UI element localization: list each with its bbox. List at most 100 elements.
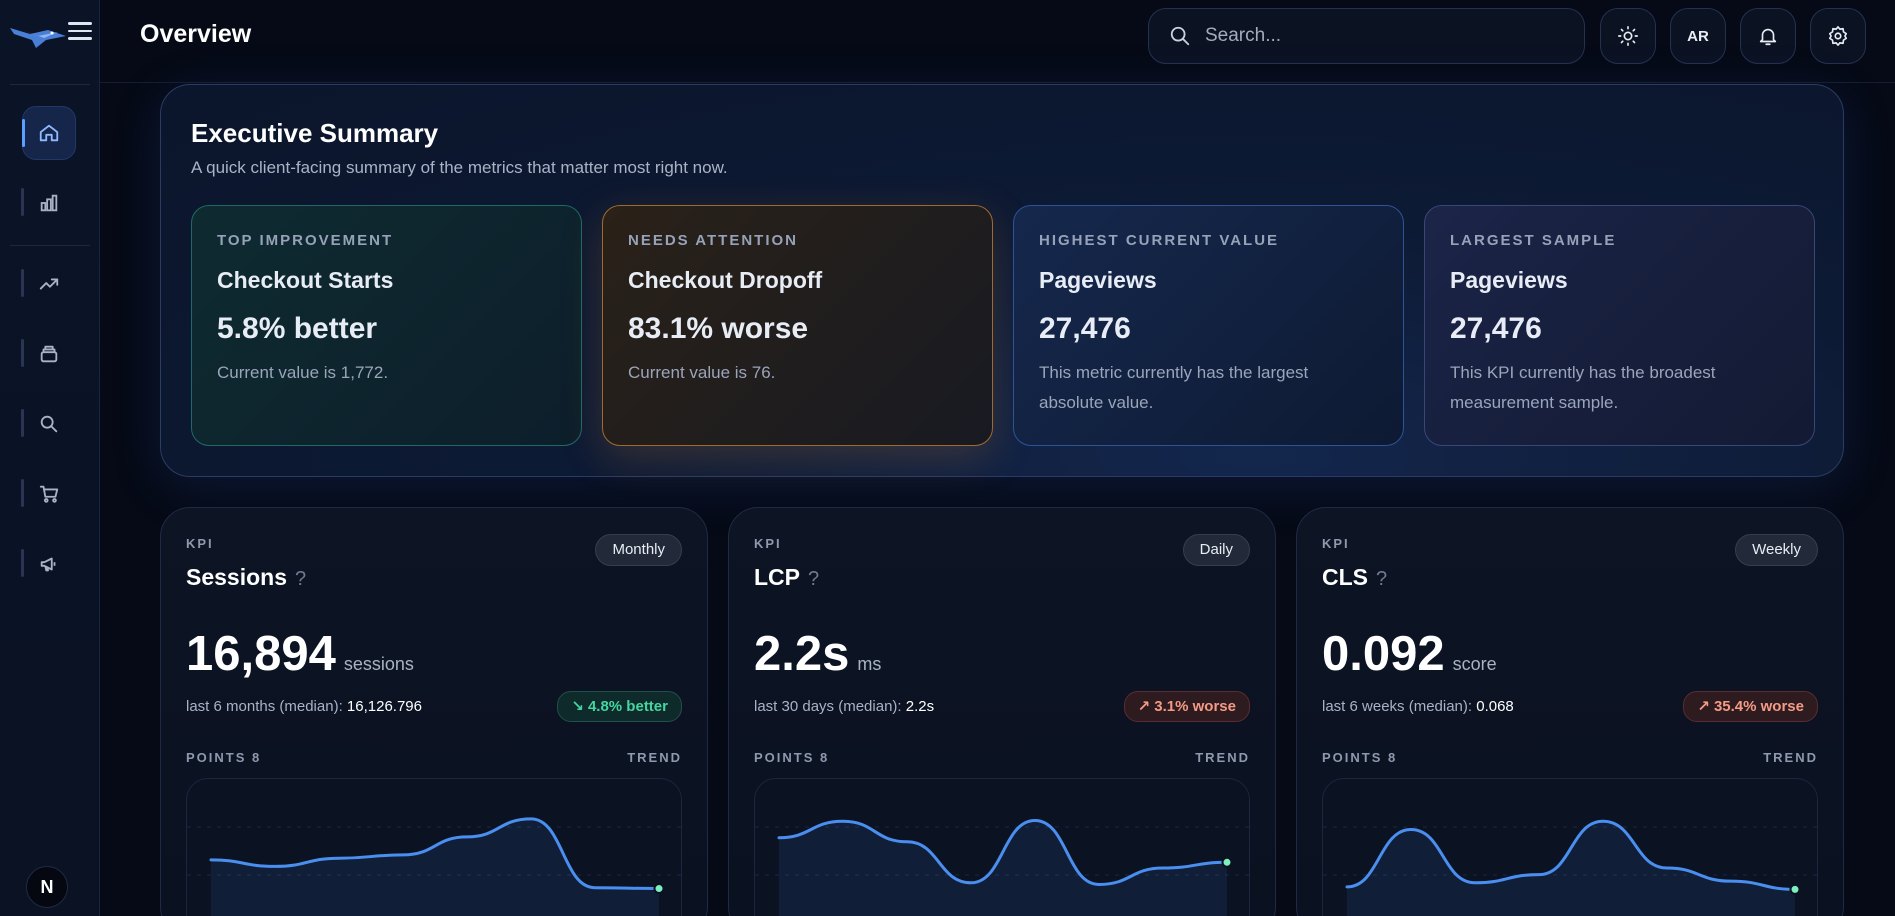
summary-card-value: 27,476: [1039, 312, 1131, 345]
sparkline-area: [211, 818, 659, 916]
kpi-card-lcp[interactable]: KPI LCP? Daily 2.2s ms last 30 days (medi…: [728, 507, 1276, 916]
summary-card-note: Current value is 1,772.: [217, 363, 389, 382]
search-box[interactable]: [1148, 8, 1585, 64]
sparkline-end-point: [1221, 856, 1233, 868]
nav-indicator: [21, 479, 24, 507]
home-icon: [39, 124, 59, 142]
search-icon: [1170, 26, 1190, 46]
kpi-name: CLS: [1322, 564, 1368, 590]
nav-indicator: [21, 549, 24, 577]
nav-campaigns[interactable]: [21, 537, 76, 591]
nav-stack[interactable]: [21, 327, 76, 381]
kpi-name: Sessions: [186, 564, 287, 590]
sparkline-svg: [187, 817, 681, 916]
nav-trends[interactable]: [21, 257, 76, 311]
settings-button[interactable]: [1810, 8, 1866, 64]
summary-card-eyebrow: NEEDS ATTENTION: [628, 232, 799, 249]
eagle-logo-icon: [10, 28, 66, 48]
menu-toggle-button[interactable]: [68, 22, 92, 42]
summary-card-eyebrow: LARGEST SAMPLE: [1450, 232, 1617, 249]
nav-indicator: [21, 339, 24, 367]
period-badge[interactable]: Monthly: [595, 534, 682, 566]
kpi-value-row: 16,894 sessions: [186, 626, 414, 682]
sparkline-end-point: [653, 883, 665, 895]
summary-card-note: Current value is 76.: [628, 363, 776, 382]
executive-summary-subtitle: A quick client-facing summary of the met…: [191, 158, 728, 177]
trend-label: TREND: [1195, 750, 1250, 765]
median-label: last 6 weeks (median):: [1322, 698, 1473, 715]
sun-icon: [1618, 26, 1638, 46]
kpi-unit: ms: [857, 654, 882, 674]
median-value: 0.068: [1476, 698, 1514, 715]
sparkline-line: [1345, 819, 1797, 891]
sidebar-divider: [10, 245, 90, 246]
executive-summary-title: Executive Summary: [191, 118, 439, 148]
period-badge[interactable]: Weekly: [1735, 534, 1818, 566]
summary-card-needs-attention[interactable]: NEEDS ATTENTION Checkout Dropoff 83.1% w…: [602, 205, 993, 446]
notifications-button[interactable]: [1740, 8, 1796, 64]
summary-card-metric: Checkout Dropoff: [628, 267, 823, 293]
kpi-value: 2.2s: [754, 627, 850, 681]
kpi-title: Sessions?: [186, 564, 306, 591]
summary-card-metric: Checkout Starts: [217, 267, 394, 293]
summary-card-eyebrow: TOP IMPROVEMENT: [217, 232, 394, 249]
median-value: 2.2s: [905, 698, 935, 715]
summary-card-note: This metric currently has the largest ab…: [1039, 363, 1309, 412]
summary-card-metric: Pageviews: [1039, 267, 1157, 293]
nav-analytics[interactable]: [21, 176, 76, 230]
kpi-card-cls[interactable]: KPI CLS? Weekly 0.092 score last 6 weeks …: [1296, 507, 1844, 916]
sparkline-chart: [754, 778, 1250, 916]
summary-card-top-improvement[interactable]: TOP IMPROVEMENT Checkout Starts 5.8% bet…: [191, 205, 582, 446]
kpi-value-row: 0.092 score: [1322, 626, 1497, 682]
active-indicator: [22, 119, 25, 147]
executive-summary-panel: Executive Summary A quick client-facing …: [160, 84, 1844, 477]
summary-card-value: 5.8% better: [217, 312, 378, 345]
bell-icon: [1759, 28, 1777, 46]
kpi-eyebrow: KPI: [1322, 536, 1350, 551]
summary-card-value: 83.1% worse: [628, 312, 809, 345]
sparkline-chart: [186, 778, 682, 916]
summary-card-eyebrow: HIGHEST CURRENT VALUE: [1039, 232, 1280, 249]
kpi-title: LCP?: [754, 564, 819, 591]
kpi-name: LCP: [754, 564, 800, 590]
summary-card-highest-value[interactable]: HIGHEST CURRENT VALUE Pageviews 27,476 T…: [1013, 205, 1404, 446]
sparkline-area: [779, 820, 1227, 916]
nav-home[interactable]: [22, 106, 76, 160]
kpi-unit: score: [1452, 654, 1497, 674]
nav-commerce[interactable]: [21, 467, 76, 521]
sparkline-line: [209, 817, 661, 891]
search-input[interactable]: [1205, 25, 1565, 47]
kpi-value: 0.092: [1322, 627, 1445, 681]
megaphone-icon: [40, 557, 56, 572]
delta-badge: ↘ 4.8% better: [557, 691, 682, 722]
sparkline-line: [777, 818, 1229, 886]
delta-badge: ↗ 3.1% worse: [1123, 691, 1250, 722]
kpi-value: 16,894: [186, 627, 336, 681]
sparkline-svg: [755, 818, 1249, 916]
median-value: 16,126.796: [346, 698, 422, 715]
kpi-card-sessions[interactable]: KPI Sessions? Monthly 16,894 sessions las…: [160, 507, 708, 916]
kpi-median: last 30 days (median): 2.2s: [754, 698, 934, 715]
kpi-median: last 6 months (median): 16,126.796: [186, 698, 422, 715]
kpi-title: CLS?: [1322, 564, 1387, 591]
help-icon[interactable]: ?: [1376, 568, 1388, 590]
search-icon: [40, 415, 58, 433]
nav-indicator: [21, 269, 24, 297]
trend-label: TREND: [1763, 750, 1818, 765]
summary-card-metric: Pageviews: [1450, 267, 1568, 293]
median-label: last 30 days (median):: [754, 698, 902, 715]
points-label: POINTS 8: [186, 750, 262, 765]
points-label: POINTS 8: [1322, 750, 1398, 765]
summary-card-largest-sample[interactable]: LARGEST SAMPLE Pageviews 27,476 This KPI…: [1424, 205, 1815, 446]
points-label: POINTS 8: [754, 750, 830, 765]
next-badge[interactable]: N: [26, 866, 68, 908]
sparkline-area: [1347, 821, 1795, 916]
nav-indicator: [21, 188, 24, 216]
help-icon[interactable]: ?: [295, 568, 307, 590]
sparkline-end-point: [1789, 883, 1801, 895]
theme-toggle-button[interactable]: [1600, 8, 1656, 64]
nav-search[interactable]: [21, 397, 76, 451]
user-avatar-button[interactable]: AR: [1670, 8, 1726, 64]
help-icon[interactable]: ?: [808, 568, 820, 590]
period-badge[interactable]: Daily: [1182, 534, 1250, 566]
